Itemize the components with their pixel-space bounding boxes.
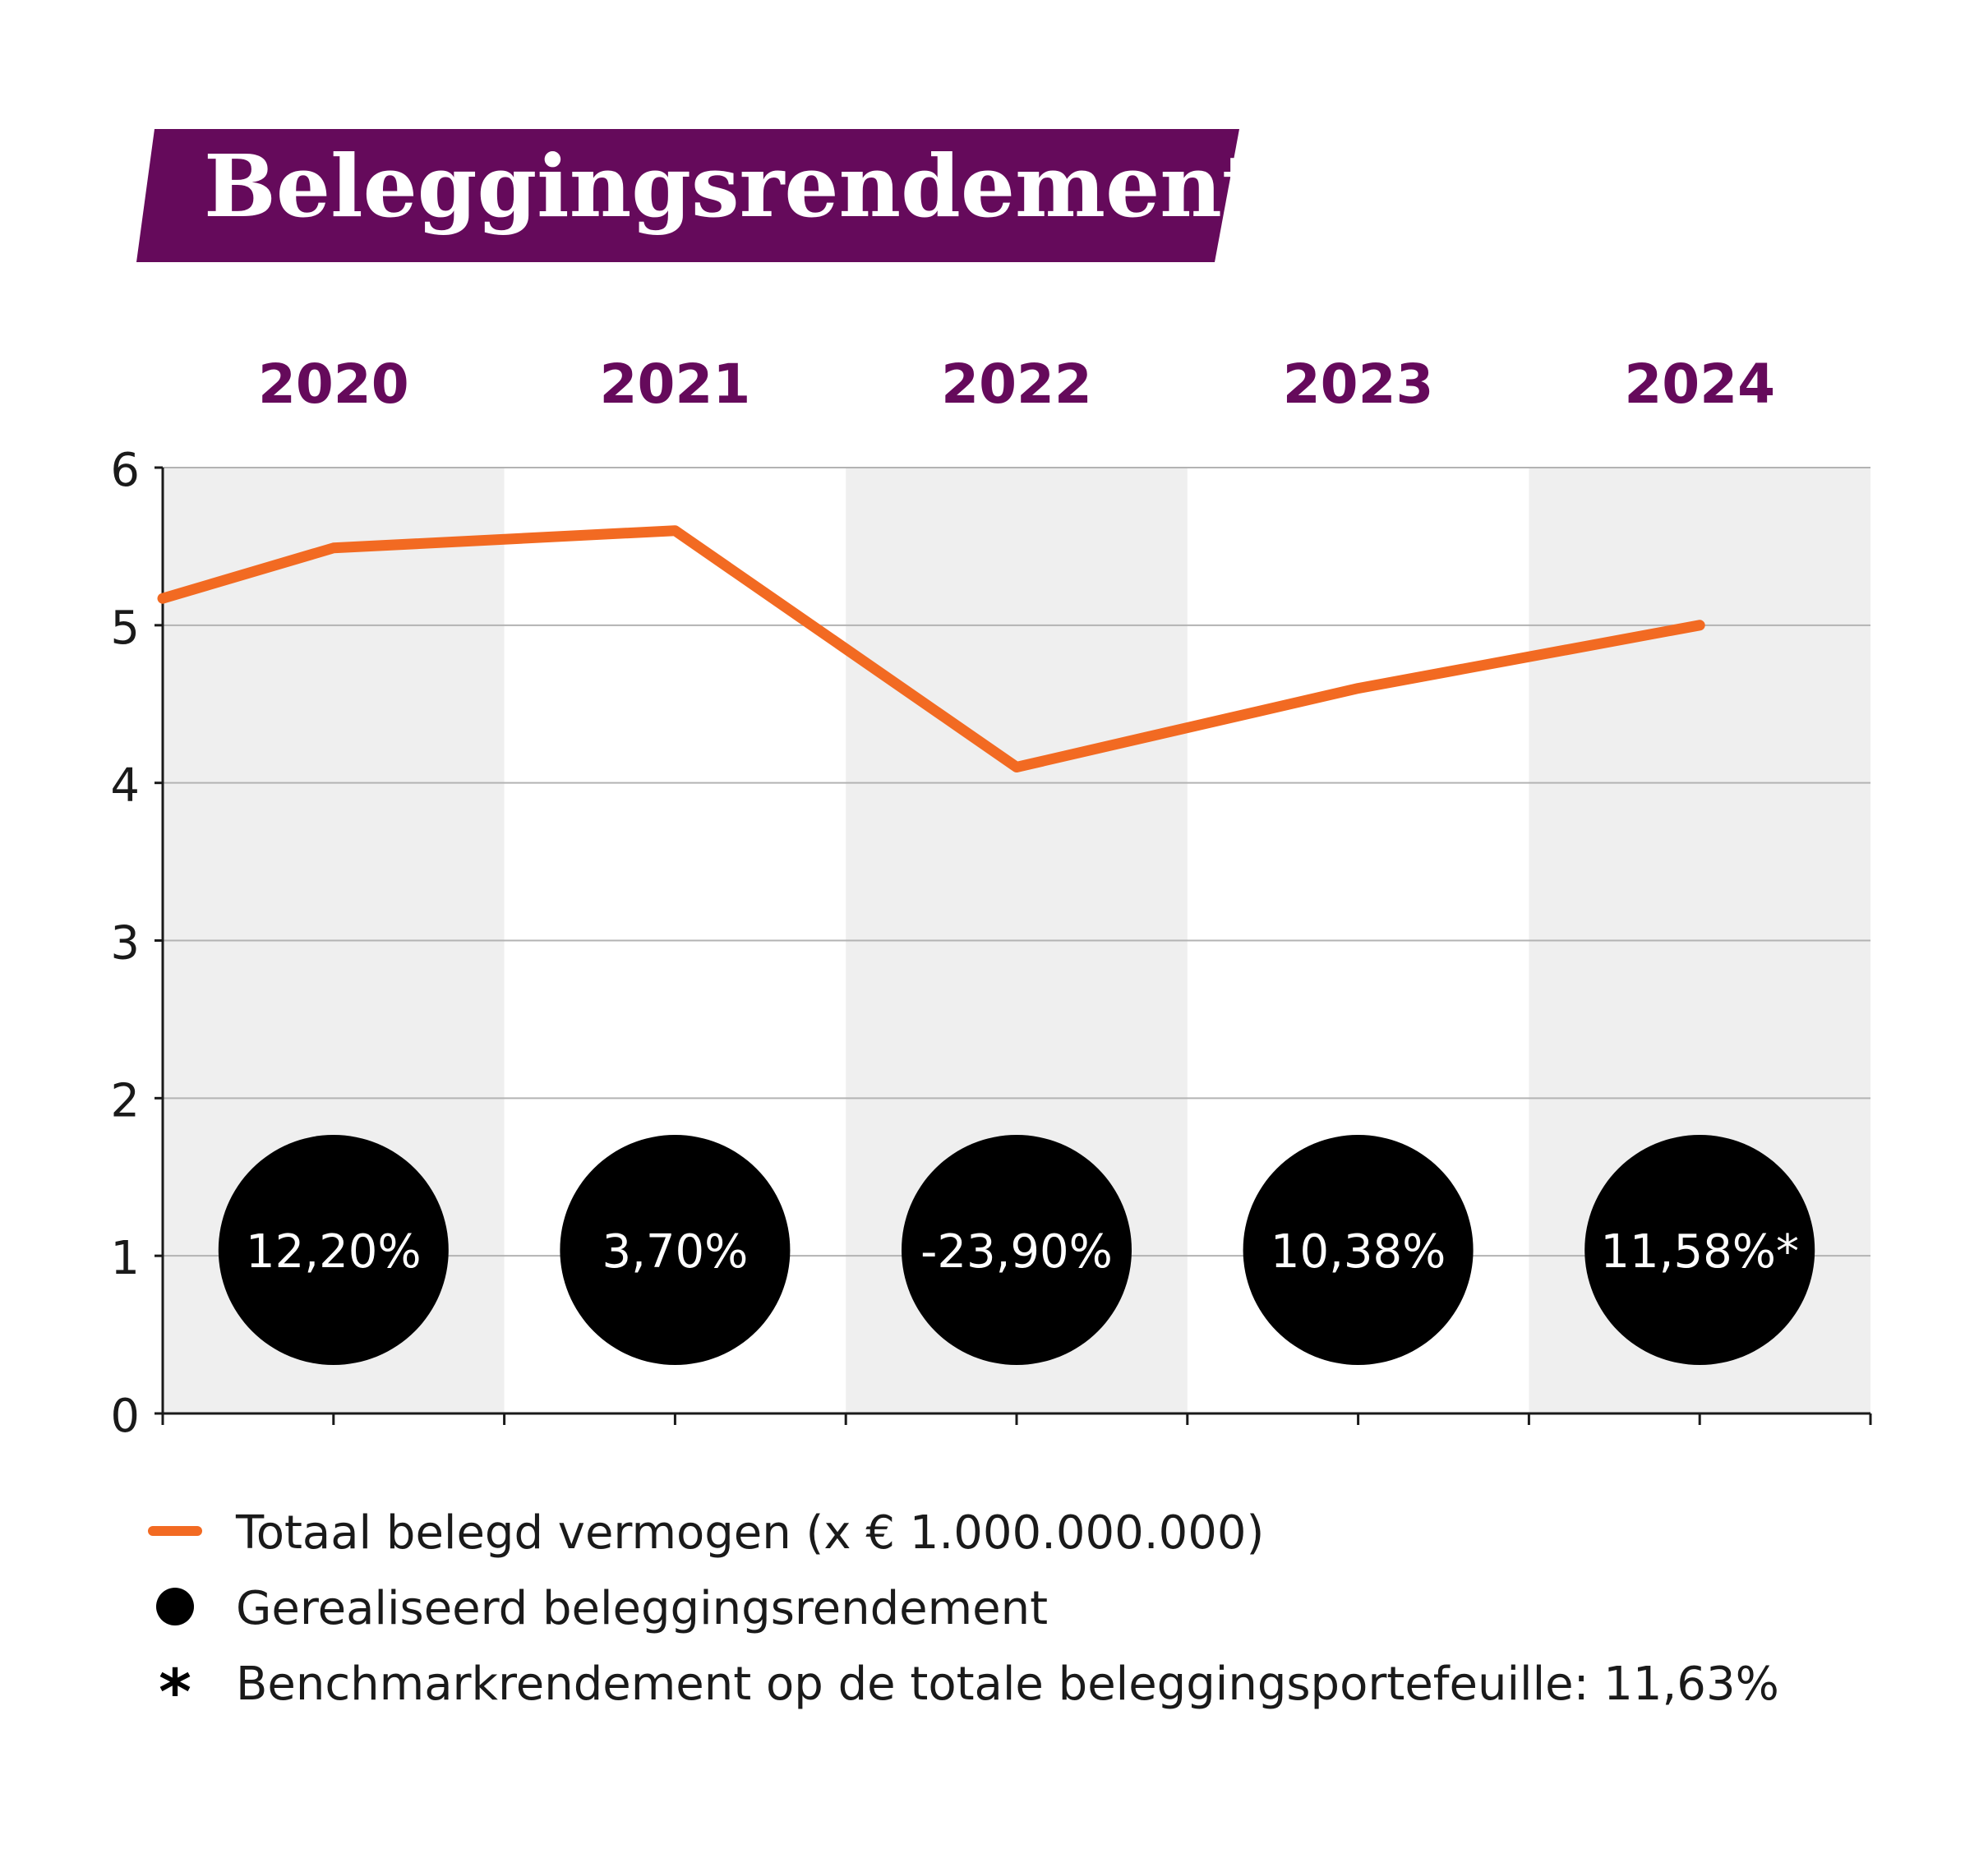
y-tick-label: 3	[110, 917, 140, 971]
return-label-2023: 10,38%	[1271, 1225, 1446, 1279]
title-background	[136, 129, 1239, 262]
y-tick-label: 4	[110, 759, 140, 813]
year-label-2020: 2020	[258, 353, 409, 416]
y-tick-label: 2	[110, 1074, 140, 1127]
chart-title: Beleggingsrendement	[204, 136, 1262, 237]
legend-label: Benchmarkrendement op de totale beleggin…	[236, 1658, 1779, 1711]
y-tick-label: 5	[110, 602, 140, 655]
return-bubble-2021	[560, 1135, 791, 1365]
return-bubbles: 12,20% 3,70% -23,90% 10,38% 11,58%*	[218, 1135, 1815, 1365]
y-tick-label: 0	[110, 1390, 140, 1443]
year-label-2022: 2022	[941, 353, 1092, 416]
year-label-2023: 2023	[1283, 353, 1434, 416]
legend-dot-icon	[156, 1588, 194, 1625]
return-bubble-2024	[1584, 1135, 1815, 1365]
legend-label: Totaal belegd vermogen (x € 1.000.000.00…	[235, 1506, 1264, 1560]
return-label-2024: 11,58%*	[1600, 1225, 1799, 1279]
return-bubble-2023	[1243, 1135, 1474, 1365]
return-bubble-2020	[218, 1135, 449, 1365]
y-tick-label: 1	[110, 1232, 140, 1285]
return-bubble-2022	[902, 1135, 1132, 1365]
axes: 0 1 2 3 4 5 6	[110, 444, 1872, 1443]
return-label-2020: 12,20%	[246, 1225, 422, 1279]
line-series-totaal-belegd-vermogen	[157, 525, 1705, 772]
legend: Totaal belegd vermogen (x € 1.000.000.00…	[148, 1506, 1779, 1728]
year-label-2021: 2021	[600, 353, 751, 416]
legend-label: Gerealiseerd beleggingsrendement	[236, 1582, 1048, 1635]
y-tick-label: 6	[110, 444, 140, 497]
return-label-2022: -23,90%	[920, 1225, 1113, 1279]
legend-asterisk-icon: *	[159, 1655, 191, 1728]
return-label-2021: 3,70%	[602, 1225, 748, 1279]
year-label-2024: 2024	[1624, 353, 1775, 416]
year-labels: 2020 2021 2022 2023 2024	[258, 353, 1775, 416]
title-banner: Beleggingsrendement	[136, 129, 1262, 262]
series-layer	[157, 525, 1705, 772]
